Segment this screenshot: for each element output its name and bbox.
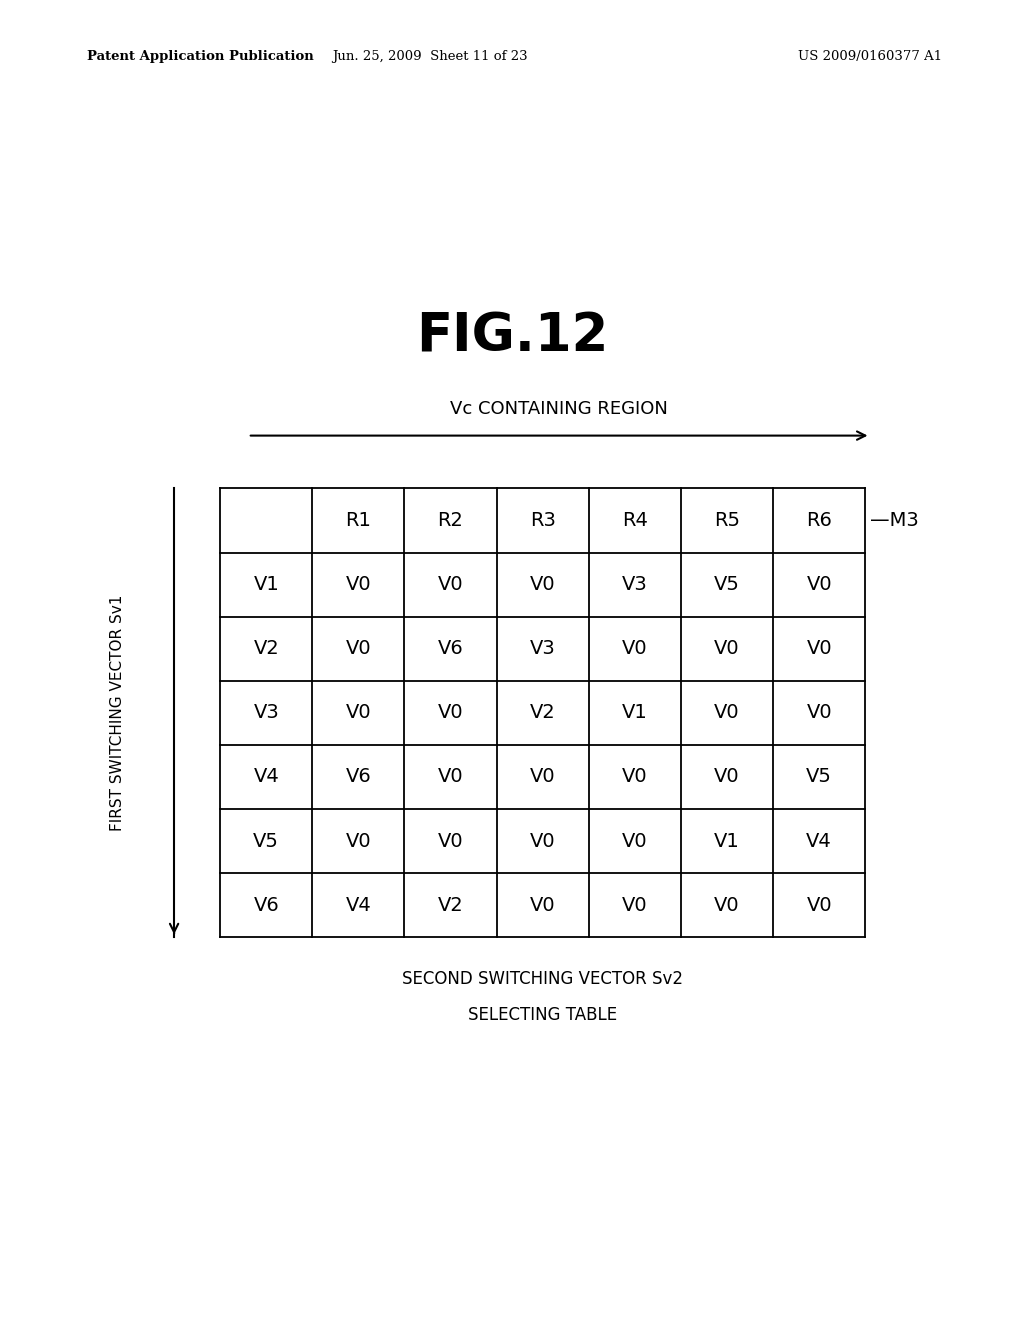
Text: Jun. 25, 2009  Sheet 11 of 23: Jun. 25, 2009 Sheet 11 of 23	[332, 50, 528, 63]
Text: R5: R5	[714, 511, 740, 529]
Text: V0: V0	[622, 832, 648, 850]
Text: V6: V6	[345, 767, 372, 787]
Text: V2: V2	[529, 704, 556, 722]
Text: V0: V0	[806, 896, 833, 915]
Text: V3: V3	[253, 704, 280, 722]
Text: R4: R4	[622, 511, 648, 529]
Text: FIRST SWITCHING VECTOR Sv1: FIRST SWITCHING VECTOR Sv1	[111, 594, 125, 832]
Text: V0: V0	[806, 704, 833, 722]
Text: V0: V0	[714, 639, 740, 659]
Text: V1: V1	[622, 704, 648, 722]
Text: V0: V0	[714, 896, 740, 915]
Text: V4: V4	[345, 896, 372, 915]
Text: SECOND SWITCHING VECTOR Sv2: SECOND SWITCHING VECTOR Sv2	[402, 970, 683, 989]
Text: V0: V0	[345, 576, 372, 594]
Text: V0: V0	[345, 704, 372, 722]
Text: V2: V2	[253, 639, 280, 659]
Text: R2: R2	[437, 511, 464, 529]
Text: V0: V0	[806, 576, 833, 594]
Text: V0: V0	[345, 639, 372, 659]
Text: V5: V5	[253, 832, 280, 850]
Text: V0: V0	[622, 639, 648, 659]
Text: V3: V3	[622, 576, 648, 594]
Text: V3: V3	[529, 639, 556, 659]
Text: V1: V1	[253, 576, 280, 594]
Text: V0: V0	[437, 832, 464, 850]
Text: V0: V0	[529, 832, 556, 850]
Text: V0: V0	[437, 576, 464, 594]
Text: R3: R3	[529, 511, 556, 529]
Text: SELECTING TABLE: SELECTING TABLE	[468, 1006, 617, 1024]
Text: FIG.12: FIG.12	[416, 310, 608, 363]
Text: V0: V0	[622, 767, 648, 787]
Text: V0: V0	[437, 704, 464, 722]
Text: V6: V6	[253, 896, 280, 915]
Text: V0: V0	[345, 832, 372, 850]
Text: V0: V0	[714, 767, 740, 787]
Text: R6: R6	[806, 511, 833, 529]
Text: V1: V1	[714, 832, 740, 850]
Text: V5: V5	[806, 767, 833, 787]
Text: Vc CONTAINING REGION: Vc CONTAINING REGION	[451, 400, 668, 418]
Text: V0: V0	[714, 704, 740, 722]
Text: V0: V0	[529, 896, 556, 915]
Text: V0: V0	[437, 767, 464, 787]
Text: V4: V4	[253, 767, 280, 787]
Text: V2: V2	[437, 896, 464, 915]
Text: V6: V6	[437, 639, 464, 659]
Text: V0: V0	[622, 896, 648, 915]
Text: R1: R1	[345, 511, 372, 529]
Text: V4: V4	[806, 832, 833, 850]
Text: V0: V0	[529, 576, 556, 594]
Text: —M3: —M3	[870, 511, 920, 529]
Text: V0: V0	[806, 639, 833, 659]
Text: Patent Application Publication: Patent Application Publication	[87, 50, 313, 63]
Text: US 2009/0160377 A1: US 2009/0160377 A1	[798, 50, 942, 63]
Text: V0: V0	[529, 767, 556, 787]
Text: V5: V5	[714, 576, 740, 594]
